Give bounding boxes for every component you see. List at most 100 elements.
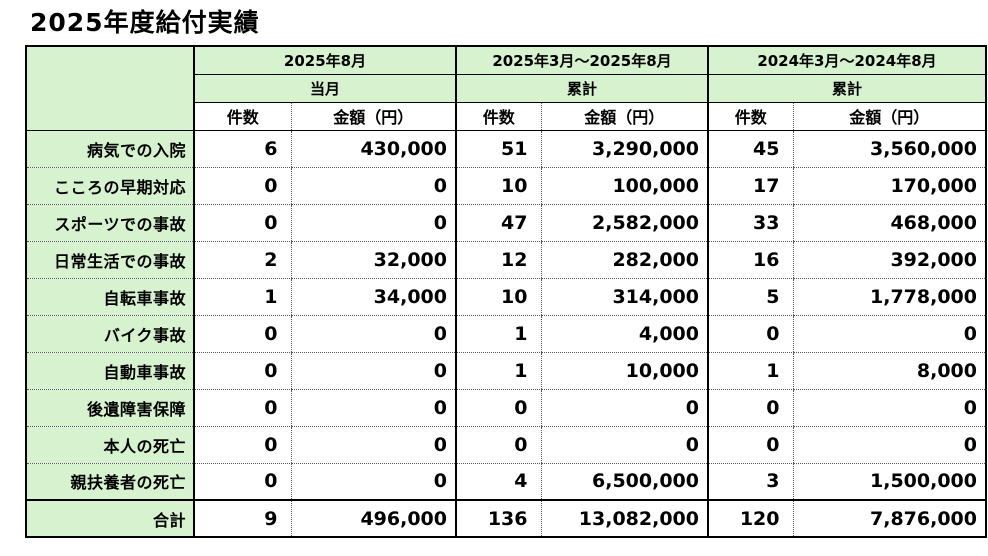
scope-header-current: 当月 (193, 74, 456, 103)
row-label: 本人の死亡 (26, 426, 194, 464)
amount-cell: 0 (792, 389, 986, 427)
amount-cell: 8,000 (792, 352, 986, 390)
count-cell: 120 (707, 499, 793, 537)
period-header-fy2024: 2024年3月～2024年8月 (707, 46, 986, 75)
count-cell: 10 (455, 167, 541, 205)
table-row: 親扶養者の死亡 0 0 4 6,500,000 3 1,500,000 (26, 463, 986, 501)
amount-cell: 3,290,000 (540, 130, 708, 168)
header-sub-row: 件数 金額（円） 件数 金額（円） 件数 金額（円） (26, 102, 986, 131)
count-cell: 3 (707, 463, 793, 501)
count-cell: 0 (193, 167, 291, 205)
count-cell: 0 (193, 463, 291, 501)
amount-cell: 430,000 (290, 130, 456, 168)
amount-cell: 314,000 (540, 278, 708, 316)
amount-cell: 468,000 (792, 204, 986, 242)
count-cell: 16 (707, 241, 793, 279)
amount-cell: 0 (290, 352, 456, 390)
count-cell: 9 (193, 499, 291, 537)
amount-cell: 1,778,000 (792, 278, 986, 316)
row-label: バイク事故 (26, 315, 194, 353)
amount-header: 金額（円） (792, 102, 986, 131)
table-row: バイク事故 0 0 1 4,000 0 0 (26, 315, 986, 353)
amount-cell: 0 (290, 463, 456, 501)
amount-cell: 0 (290, 315, 456, 353)
count-cell: 45 (707, 130, 793, 168)
amount-cell: 100,000 (540, 167, 708, 205)
row-label: 後遺障害保障 (26, 389, 194, 427)
count-header: 件数 (707, 102, 793, 131)
count-cell: 0 (707, 426, 793, 464)
amount-cell: 4,000 (540, 315, 708, 353)
amount-cell: 0 (290, 389, 456, 427)
amount-cell: 0 (792, 315, 986, 353)
amount-cell: 3,560,000 (792, 130, 986, 168)
amount-cell: 170,000 (792, 167, 986, 205)
count-header: 件数 (455, 102, 541, 131)
count-cell: 0 (455, 426, 541, 464)
count-cell: 5 (707, 278, 793, 316)
count-cell: 136 (455, 499, 541, 537)
count-cell: 0 (193, 389, 291, 427)
amount-cell: 6,500,000 (540, 463, 708, 501)
table-row: 自動車事故 0 0 1 10,000 1 8,000 (26, 352, 986, 390)
amount-cell: 13,082,000 (540, 499, 708, 537)
table-row: スポーツでの事故 0 0 47 2,582,000 33 468,000 (26, 204, 986, 242)
period-header-fy2025: 2025年3月～2025年8月 (455, 46, 708, 75)
amount-cell: 0 (290, 426, 456, 464)
row-label: スポーツでの事故 (26, 204, 194, 242)
count-cell: 1 (455, 315, 541, 353)
amount-cell: 0 (540, 426, 708, 464)
count-header: 件数 (193, 102, 291, 131)
count-cell: 0 (707, 315, 793, 353)
amount-cell: 10,000 (540, 352, 708, 390)
count-cell: 1 (455, 352, 541, 390)
count-cell: 1 (193, 278, 291, 316)
count-cell: 12 (455, 241, 541, 279)
row-label: 日常生活での事故 (26, 241, 194, 279)
total-row: 合計 9 496,000 136 13,082,000 120 7,876,000 (26, 499, 986, 537)
row-label: 病気での入院 (26, 130, 194, 168)
benefits-table: 2025年8月 2025年3月～2025年8月 2024年3月～2024年8月 … (25, 45, 987, 538)
scope-header-fy2025: 累計 (455, 74, 708, 103)
count-cell: 0 (193, 315, 291, 353)
amount-cell: 0 (290, 167, 456, 205)
table-row: こころの早期対応 0 0 10 100,000 17 170,000 (26, 167, 986, 205)
amount-cell: 32,000 (290, 241, 456, 279)
amount-cell: 2,582,000 (540, 204, 708, 242)
amount-header: 金額（円） (540, 102, 708, 131)
amount-cell: 1,500,000 (792, 463, 986, 501)
amount-cell: 7,876,000 (792, 499, 986, 537)
count-cell: 47 (455, 204, 541, 242)
table-row: 病気での入院 6 430,000 51 3,290,000 45 3,560,000 (26, 130, 986, 168)
count-cell: 51 (455, 130, 541, 168)
total-row-label: 合計 (26, 499, 194, 537)
count-cell: 6 (193, 130, 291, 168)
period-header-current: 2025年8月 (193, 46, 456, 75)
count-cell: 0 (707, 389, 793, 427)
amount-cell: 282,000 (540, 241, 708, 279)
header-period-row: 2025年8月 2025年3月～2025年8月 2024年3月～2024年8月 (26, 46, 986, 131)
amount-cell: 496,000 (290, 499, 456, 537)
row-label: 親扶養者の死亡 (26, 463, 194, 501)
count-cell: 1 (707, 352, 793, 390)
count-cell: 33 (707, 204, 793, 242)
amount-cell: 392,000 (792, 241, 986, 279)
table-body: 病気での入院 6 430,000 51 3,290,000 45 3,560,000 こころの… (26, 130, 986, 537)
amount-cell: 0 (540, 389, 708, 427)
count-cell: 0 (193, 204, 291, 242)
header-scope-row: 当月 累計 累計 (26, 74, 986, 103)
table-row: 日常生活での事故 2 32,000 12 282,000 16 392,000 (26, 241, 986, 279)
row-label: こころの早期対応 (26, 167, 194, 205)
amount-cell: 0 (792, 426, 986, 464)
page-title: 2025年度給付実績 (30, 8, 260, 37)
scope-header-fy2024: 累計 (707, 74, 986, 103)
count-cell: 2 (193, 241, 291, 279)
count-cell: 0 (455, 389, 541, 427)
table-row: 後遺障害保障 0 0 0 0 0 0 (26, 389, 986, 427)
row-label: 自転車事故 (26, 278, 194, 316)
count-cell: 0 (193, 426, 291, 464)
table-row: 自転車事故 1 34,000 10 314,000 5 1,778,000 (26, 278, 986, 316)
count-cell: 17 (707, 167, 793, 205)
corner-cell (26, 46, 194, 131)
amount-cell: 0 (290, 204, 456, 242)
